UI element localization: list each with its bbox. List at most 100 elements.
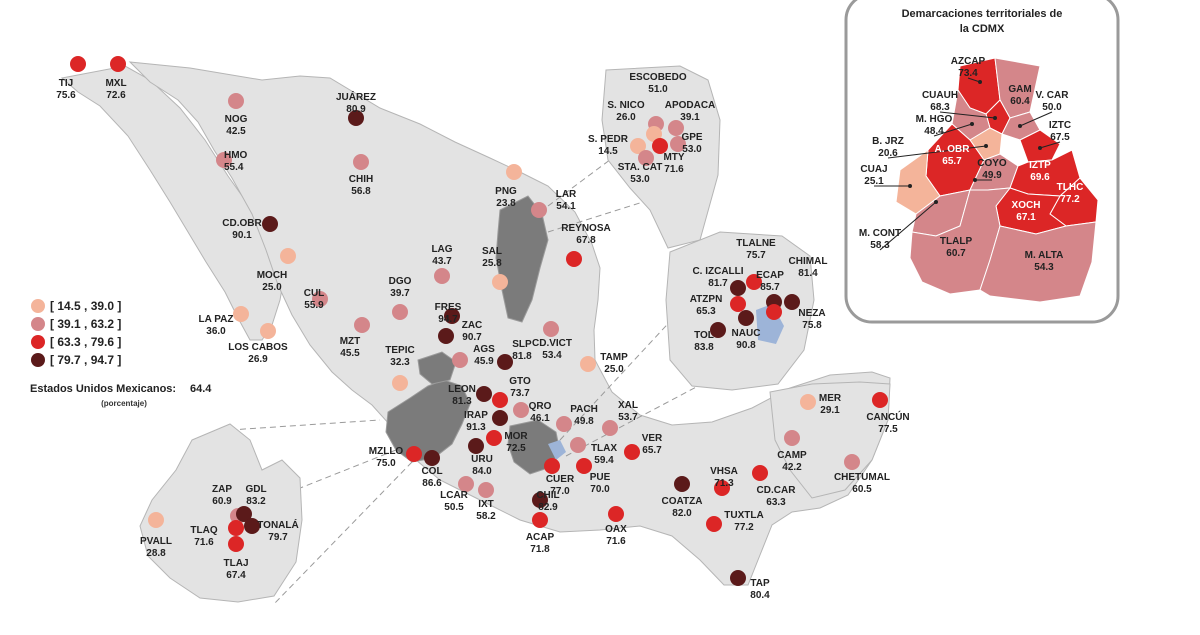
city-value-cd-obr: 90.1 [232,230,252,241]
city-name-acap: ACAP [526,532,555,543]
city-value-mer: 29.1 [820,405,840,416]
cdmx-name-cuauh: CUAUH [922,90,958,101]
city-value-col: 86.6 [422,478,442,489]
city-value-ver: 65.7 [642,445,662,456]
cdmx-value-azcap: 73.4 [958,68,978,79]
gdl-name-tlaq: TLAQ [190,525,217,536]
city-marker-cancún [872,392,888,408]
cdmx-leader-b-jrz [887,145,987,159]
city-marker-cd-vict [543,321,559,337]
city-value-chih: 56.8 [351,186,371,197]
city-name-tij: TIJ [59,78,73,89]
cdmx-name-xoch: XOCH [1012,200,1041,211]
cdmx-leader-dot-cuaj [908,184,912,188]
mty-value-apodaca: 39.1 [680,112,700,123]
gdl-marker-tlaj [228,536,244,552]
city-value-nog: 42.5 [226,126,246,137]
city-marker-tamp [580,356,596,372]
city-value-juárez: 80.9 [346,104,366,115]
gdl-name-zap: ZAP [212,484,232,495]
city-value-cul: 55.9 [304,300,324,311]
legend-swatch-2 [31,335,45,349]
city-value-png: 23.8 [496,198,516,209]
mty-marker-gpe [670,136,686,152]
city-name-cd-car: CD.CAR [757,485,797,496]
city-value-gto: 73.7 [510,388,530,399]
cdmx-name-iztc: IZTC [1049,120,1071,131]
leader-lines [874,77,1061,251]
city-value-uru: 84.0 [472,466,492,477]
city-name-chil: CHIL [536,490,559,501]
city-value-mor: 72.5 [506,443,526,454]
city-value-slp: 81.8 [512,351,532,362]
guide-line [229,419,381,431]
city-marker-lcar [458,476,474,492]
vdm-value-ecap: 85.7 [760,282,780,293]
cdmx-leader-dot-iztc [1038,146,1042,150]
gdl-value-zap: 60.9 [212,496,232,507]
city-marker-ver [624,444,640,460]
cdmx-title-line2: la CDMX [960,23,1005,35]
city-name-la-paz: LA PAZ [199,314,234,325]
city-marker-acap [532,512,548,528]
city-name-nog: NOG [225,114,248,125]
city-marker-reynosa [566,251,582,267]
city-name-uru: URU [471,454,493,465]
cdmx-name-gam: GAM [1008,84,1031,95]
city-value-sal: 25.8 [482,258,502,269]
mty-name-s-pedr: S. PEDR [588,134,629,145]
city-markers [70,56,888,586]
city-marker-png [506,164,522,180]
national-label: Estados Unidos Mexicanos: [30,383,176,395]
city-value-chil: 82.9 [538,502,558,513]
city-name-qro: QRO [529,401,552,412]
city-name-moch: MOCH [257,270,288,281]
city-marker-irap [492,410,508,426]
vdm-value-tlalne: 75.7 [746,250,766,261]
city-marker-moch [280,248,296,264]
vdm-value-atzpn: 65.3 [696,306,716,317]
city-marker-ags [452,352,468,368]
city-name-hmo: HMO [224,150,248,161]
city-name-sal: SAL [482,246,502,257]
city-value-lar: 54.1 [556,201,576,212]
mexico-map [60,61,891,605]
legend-range-3: [ 79.7 , 94.7 ] [50,353,121,367]
city-marker-dgo [392,304,408,320]
city-name-col: COL [421,466,442,477]
cdmx-value-gam: 60.4 [1010,96,1030,107]
vdm-name-tlalne: TLALNE [736,238,776,249]
city-marker-uru [468,438,484,454]
mty-name-apodaca: APODACA [665,100,716,111]
cdmx-leader-azcap [967,77,981,83]
city-name-xal: XAL [618,400,638,411]
city-value-reynosa: 67.8 [576,235,596,246]
cdmx-name-b-jrz: B. JRZ [872,136,904,147]
city-value-coatza: 82.0 [672,508,692,519]
city-marker-fres [444,308,460,324]
mty-name-s-nico: S. NICO [607,100,644,111]
mty-marker-sta-cat [638,150,654,166]
cdmx-leader-dot-m-cont [934,200,938,204]
city-name-tepic: TEPIC [385,345,414,356]
city-marker-oax [608,506,624,522]
city-name-pue: PUE [590,472,611,483]
city-marker-hmo [216,152,232,168]
city-value-lag: 43.7 [432,256,452,267]
vdm-value-c-izcalli: 81.7 [708,278,728,289]
city-name-coatza: COATZA [662,496,703,507]
city-marker-nog [228,93,244,109]
vdm-marker-tol [710,322,726,338]
city-value-mzllo: 75.0 [376,458,396,469]
city-marker-gto [492,392,508,408]
cdmx-value-a-obr: 65.7 [942,156,962,167]
cdmx-leader-v-car [1019,111,1053,127]
city-value-vhsa: 71.3 [714,478,734,489]
city-value-pach: 49.8 [574,416,594,427]
cdmx-title: Demarcaciones territoriales de la CDMX [902,8,1063,35]
gdl-value-gdl: 83.2 [246,496,266,507]
mty-marker-apodaca [668,120,684,136]
city-name-dgo: DGO [389,276,412,287]
city-value-acap: 71.8 [530,544,550,555]
